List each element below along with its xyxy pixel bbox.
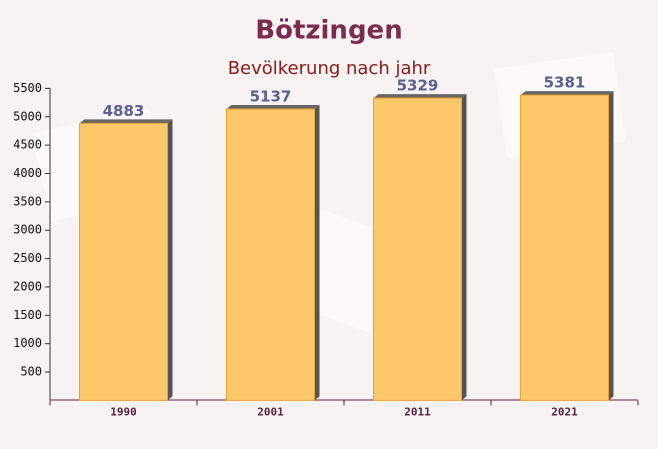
- value-label: 5329: [397, 77, 439, 95]
- x-tick-label: 2021: [551, 405, 578, 418]
- x-tick-label: 2011: [404, 405, 431, 418]
- bar-shadow: [79, 119, 173, 124]
- y-tick-label: 5500: [13, 81, 42, 95]
- chart-title: Bötzingen: [255, 16, 402, 46]
- y-tick-label: 2000: [13, 279, 42, 293]
- y-tick-label: 4500: [13, 138, 42, 152]
- bar: [226, 108, 315, 401]
- x-tick-label: 1990: [110, 405, 137, 418]
- bar-shadow: [520, 91, 614, 96]
- bar-shadow: [314, 104, 320, 401]
- bar-shadow: [226, 104, 320, 109]
- y-tick-label: 4000: [13, 166, 42, 180]
- chart-subtitle: Bevölkerung nach jahr: [228, 58, 431, 79]
- bar-shadow: [608, 91, 614, 401]
- x-tick-label: 2001: [257, 405, 284, 418]
- bar-shadow: [373, 94, 467, 99]
- y-tick-label: 3000: [13, 223, 42, 237]
- bar: [373, 97, 462, 401]
- bar: [79, 122, 168, 401]
- bar-shadow: [167, 119, 173, 401]
- bar-shadow: [461, 94, 467, 401]
- bar: [520, 94, 609, 401]
- y-tick-label: 3500: [13, 194, 42, 208]
- value-label: 5381: [544, 74, 586, 92]
- y-tick-label: 500: [20, 365, 42, 379]
- y-tick-label: 1000: [13, 336, 42, 350]
- value-label: 4883: [103, 102, 145, 120]
- value-label: 5137: [250, 87, 292, 105]
- y-tick-label: 2500: [13, 251, 42, 265]
- y-tick-label: 5000: [13, 109, 42, 123]
- y-tick-label: 1500: [13, 308, 42, 322]
